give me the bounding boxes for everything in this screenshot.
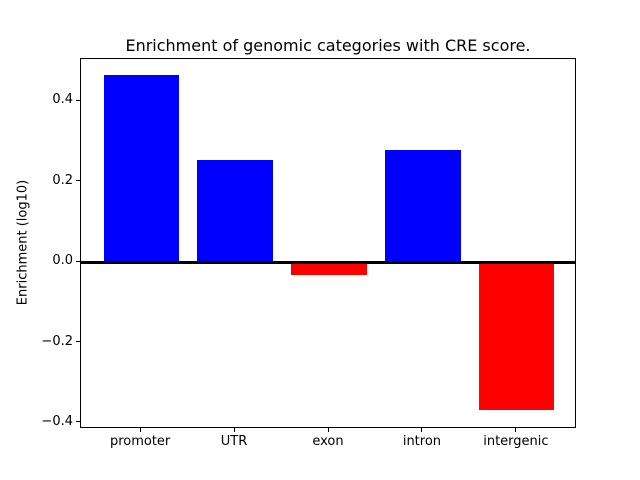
y-tick-mark xyxy=(76,341,80,343)
y-tick-mark xyxy=(76,260,80,262)
x-tick-label-exon: exon xyxy=(312,434,344,449)
bar-intron xyxy=(385,150,461,263)
x-tick-label-intron: intron xyxy=(402,434,442,449)
bar-exon xyxy=(291,262,367,275)
x-tick-mark xyxy=(139,428,141,432)
y-tick-label: 0.4 xyxy=(52,92,73,108)
zero-line xyxy=(81,260,575,264)
y-axis-label: Enrichment (log10) xyxy=(15,179,31,306)
x-tick-mark xyxy=(233,428,235,432)
x-tick-label-UTR: UTR xyxy=(220,434,248,449)
bar-UTR xyxy=(197,159,273,263)
plot-area xyxy=(80,58,576,428)
y-tick-mark xyxy=(76,99,80,101)
x-tick-mark xyxy=(327,428,329,432)
x-tick-mark xyxy=(421,428,423,432)
y-tick-mark xyxy=(76,421,80,423)
y-tick-label: 0.2 xyxy=(52,172,73,188)
y-tick-label: 0.0 xyxy=(52,253,73,269)
y-tick-mark xyxy=(76,180,80,182)
x-tick-label-intergenic: intergenic xyxy=(483,434,549,449)
chart-title: Enrichment of genomic categories with CR… xyxy=(125,36,531,55)
y-tick-label: −0.4 xyxy=(41,413,73,429)
x-tick-label-promoter: promoter xyxy=(109,434,171,449)
bar-intergenic xyxy=(479,262,555,411)
x-tick-mark xyxy=(515,428,517,432)
y-tick-label: −0.2 xyxy=(41,333,73,349)
bar-promoter xyxy=(103,75,179,263)
